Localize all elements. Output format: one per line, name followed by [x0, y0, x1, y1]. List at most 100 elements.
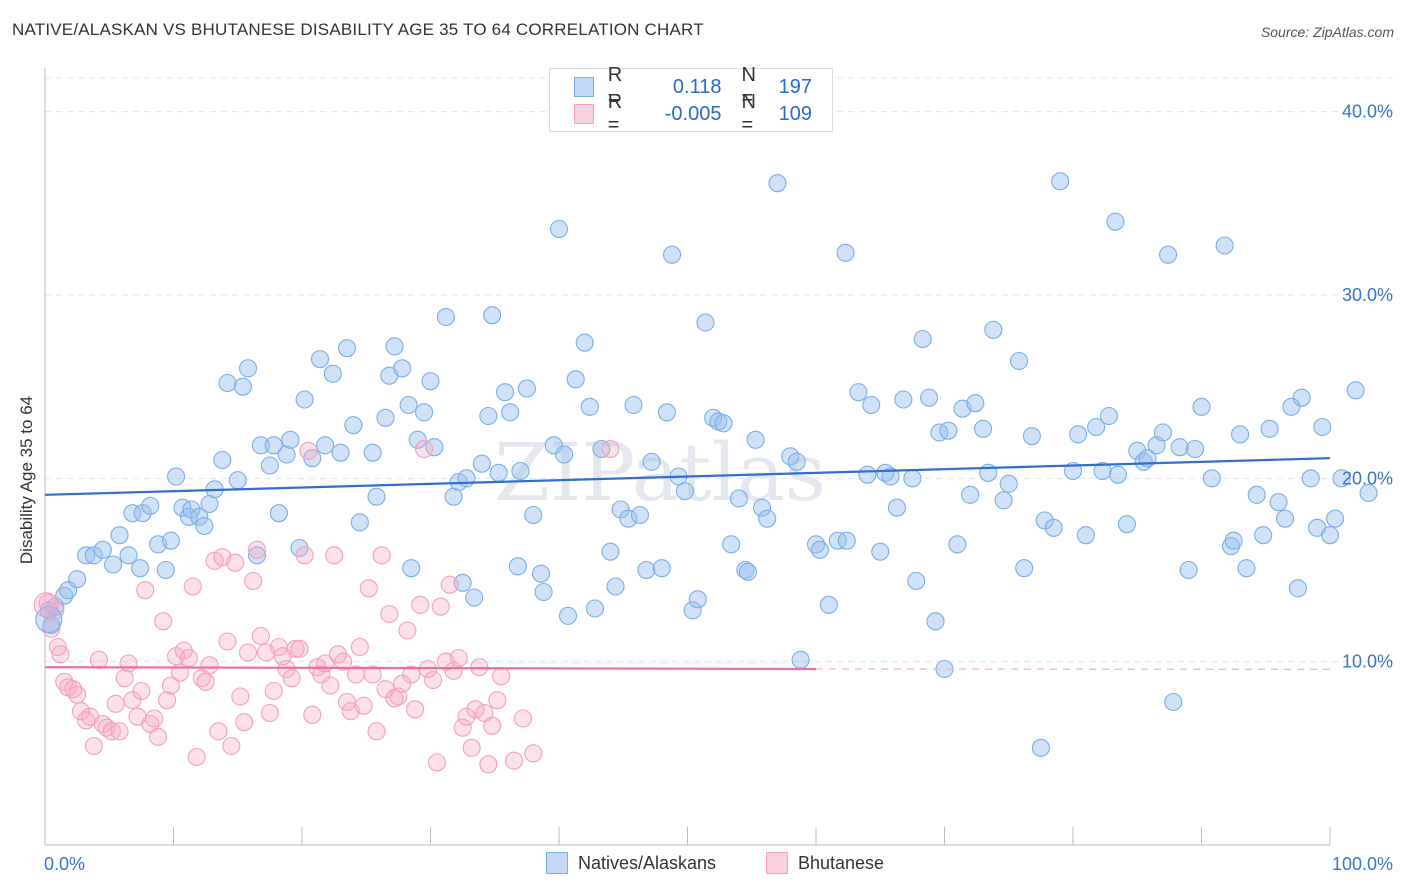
data-point: [1076, 526, 1095, 545]
y-tick-label: 10.0%: [1342, 652, 1393, 672]
data-point: [606, 577, 625, 596]
data-point: [714, 414, 733, 433]
data-point: [472, 454, 491, 473]
data-point: [173, 498, 192, 517]
data-point: [200, 656, 219, 675]
data-point: [1254, 526, 1273, 545]
data-point: [367, 722, 386, 741]
data-point: [110, 722, 129, 741]
data-point: [131, 559, 150, 578]
data-point: [149, 727, 168, 746]
y-tick-label: 40.0%: [1342, 102, 1393, 122]
data-point: [630, 505, 650, 525]
data-point: [133, 504, 152, 523]
data-point: [195, 516, 214, 536]
data-point: [601, 542, 620, 561]
data-point: [354, 696, 373, 715]
legend-n-value: 109: [778, 102, 812, 125]
data-point: [736, 560, 755, 580]
data-point: [145, 709, 164, 728]
data-point: [264, 681, 283, 701]
data-point: [337, 339, 357, 358]
data-point: [1051, 172, 1070, 191]
data-point: [295, 390, 314, 409]
data-point: [663, 245, 682, 264]
data-point: [247, 540, 267, 559]
y-axis-label: Disability Age 35 to 64: [17, 396, 36, 564]
data-point: [675, 482, 694, 501]
data-point: [1044, 518, 1063, 537]
data-point: [71, 702, 91, 721]
data-point: [1292, 388, 1311, 407]
data-point: [299, 441, 318, 460]
data-point: [752, 498, 772, 517]
data-point: [1202, 469, 1221, 488]
data-point: [182, 500, 201, 519]
data-point: [819, 595, 838, 614]
data-point: [233, 377, 252, 396]
data-point: [402, 559, 421, 578]
data-point: [277, 659, 296, 679]
data-point: [303, 705, 322, 724]
data-point: [973, 419, 993, 438]
data-point: [110, 526, 129, 545]
legend-n-label: N =: [741, 91, 756, 136]
data-point: [1332, 469, 1351, 488]
data-point: [104, 555, 123, 574]
data-point: [930, 423, 949, 442]
data-point: [136, 581, 155, 600]
data-point: [1326, 509, 1345, 528]
data-point: [1359, 483, 1378, 503]
legend-r-label: R =: [607, 64, 623, 109]
data-point: [465, 588, 484, 607]
data-point: [1063, 461, 1083, 481]
data-point: [504, 751, 524, 770]
data-point: [286, 639, 305, 658]
trend-line-bhutanese: [44, 666, 817, 671]
data-point: [119, 546, 138, 565]
data-point: [179, 648, 198, 668]
data-point: [758, 509, 777, 528]
data-point: [920, 388, 939, 407]
data-point: [334, 652, 353, 671]
data-point: [421, 372, 440, 391]
data-point: [1269, 493, 1288, 512]
data-point: [466, 700, 485, 719]
data-point: [495, 383, 515, 402]
data-point: [350, 637, 369, 657]
data-point: [51, 645, 70, 664]
data-point: [453, 718, 472, 737]
data-point: [1237, 559, 1256, 578]
data-point: [380, 604, 399, 624]
data-point: [1015, 559, 1034, 578]
data-point: [231, 687, 250, 706]
data-point: [1282, 397, 1301, 416]
data-point: [984, 320, 1003, 339]
data-point: [1224, 531, 1243, 550]
data-point: [281, 430, 300, 449]
data-point: [228, 471, 247, 490]
data-point: [33, 592, 59, 618]
legend-n-value: 197: [778, 75, 812, 98]
data-point: [321, 676, 340, 695]
data-point: [1099, 406, 1119, 426]
data-point: [1087, 417, 1106, 437]
data-point: [1093, 461, 1112, 481]
data-point: [218, 632, 237, 651]
data-point: [849, 383, 868, 402]
data-point: [722, 535, 741, 554]
data-point: [501, 403, 520, 422]
data-point: [167, 467, 186, 486]
data-point: [483, 716, 502, 735]
bottom-swatch-pink: [766, 852, 788, 874]
data-point: [1159, 245, 1178, 264]
data-point: [746, 430, 765, 449]
data-point: [158, 691, 177, 710]
data-point: [624, 395, 643, 415]
data-point: [1192, 397, 1211, 416]
data-point: [190, 507, 209, 526]
bottom-legend-label: Bhutanese: [798, 852, 885, 873]
legend-row-natives: R = 0.118 N = 197: [574, 64, 832, 109]
data-point: [1275, 509, 1295, 528]
